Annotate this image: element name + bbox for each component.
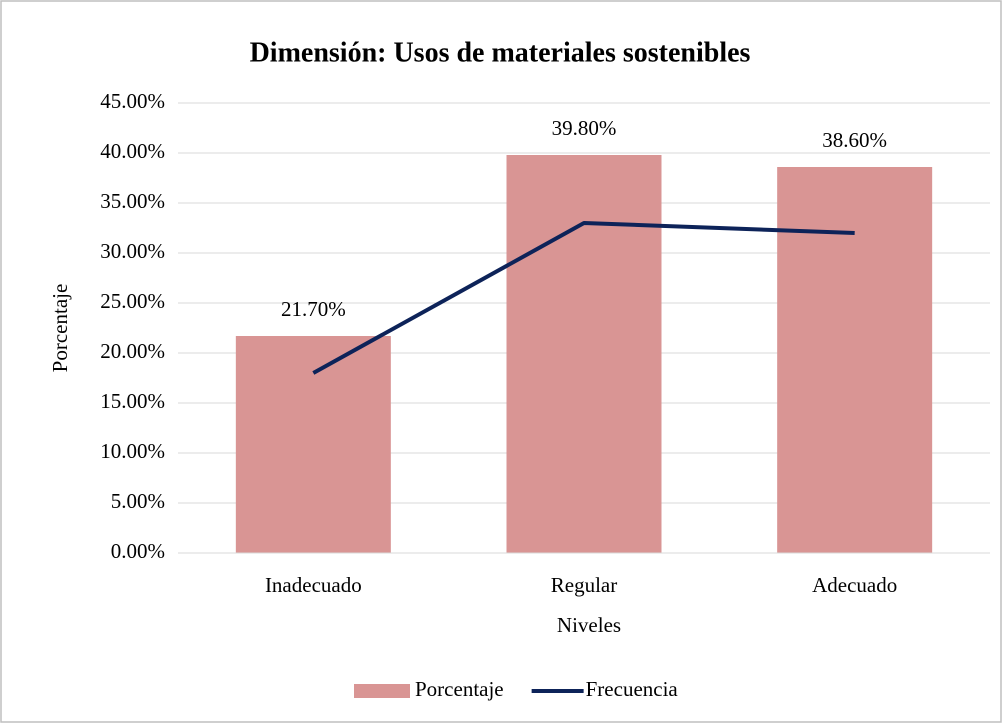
legend-label: Frecuencia [586,677,679,701]
y-tick-label: 10.00% [100,439,165,463]
y-tick-label: 45.00% [100,89,165,113]
chart-title: Dimensión: Usos de materiales sostenible… [250,37,751,68]
legend-swatch [354,684,410,698]
y-tick-label: 35.00% [100,189,165,213]
x-tick-label: Regular [551,573,617,597]
y-tick-label: 25.00% [100,289,165,313]
data-label: 39.80% [552,116,617,140]
bar [506,155,662,553]
x-tick-label: Adecuado [812,573,897,597]
bar [777,167,933,553]
y-tick-label: 20.00% [100,339,165,363]
x-axis-title: Niveles [557,613,621,637]
y-tick-label: 5.00% [111,489,165,513]
y-tick-label: 30.00% [100,239,165,263]
data-label: 21.70% [281,297,346,321]
x-tick-label: Inadecuado [265,573,362,597]
line [312,221,855,375]
y-tick-label: 0.00% [111,539,165,563]
y-tick-label: 40.00% [100,139,165,163]
bar [235,336,391,553]
data-label: 38.60% [822,128,887,152]
legend-label: Porcentaje [415,677,504,701]
y-axis-title: Porcentaje [48,284,72,373]
y-tick-label: 15.00% [100,389,165,413]
